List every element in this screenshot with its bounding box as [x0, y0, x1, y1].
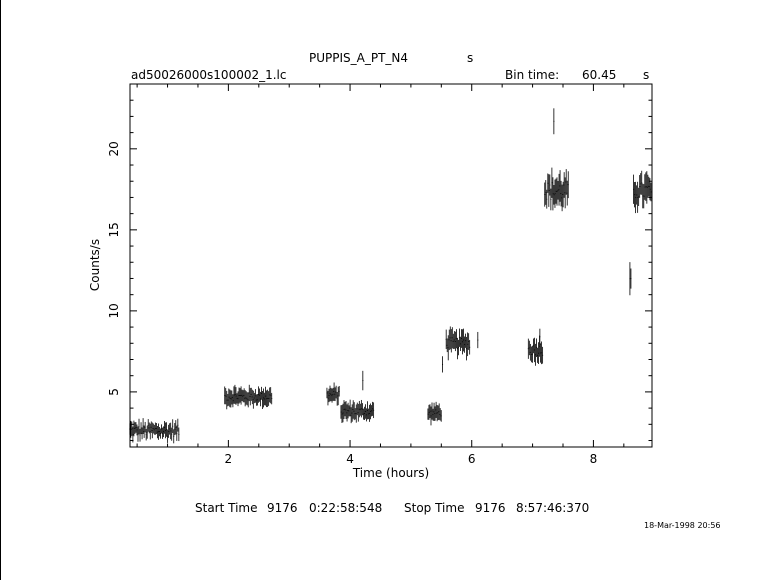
y-axis-label: Counts/s: [88, 239, 102, 291]
x-tick-label: 8: [590, 452, 598, 466]
stop-time-day: 9176: [475, 501, 506, 515]
stop-time-label: Stop Time: [404, 501, 465, 515]
y-tick-label: 20: [107, 141, 121, 156]
x-tick-label: 4: [346, 452, 354, 466]
file-name: ad50026000s100002_1.lc: [131, 68, 287, 82]
y-tick-label: 5: [107, 388, 121, 396]
start-time-day: 9176: [267, 501, 298, 515]
stop-time-value: 8:57:46:370: [516, 501, 590, 515]
data-marks: [129, 108, 653, 444]
start-time-label: Start Time: [195, 501, 258, 515]
x-tick-label: 6: [468, 452, 476, 466]
plot-frame: [129, 83, 653, 448]
bin-time-unit: s: [643, 68, 650, 82]
plot-timestamp: 18-Mar-1998 20:56: [644, 521, 721, 530]
x-tick-label: 2: [225, 452, 233, 466]
axis-ticks: [130, 83, 652, 447]
object-title: PUPPIS_A_PT_N4: [309, 51, 409, 65]
start-time-value: 0:22:58:548: [309, 501, 383, 515]
y-tick-label: 10: [107, 303, 121, 318]
object-title-suffix: s: [467, 51, 474, 65]
window-left-edge: [0, 0, 1, 580]
bin-time-label: Bin time:: [505, 68, 560, 82]
x-axis-label: Time (hours): [352, 466, 429, 480]
y-tick-label: 15: [107, 222, 121, 237]
tick-labels: 2 4 6 8 5 10 15 20: [107, 141, 597, 466]
bin-time-value: 60.45: [582, 68, 617, 82]
